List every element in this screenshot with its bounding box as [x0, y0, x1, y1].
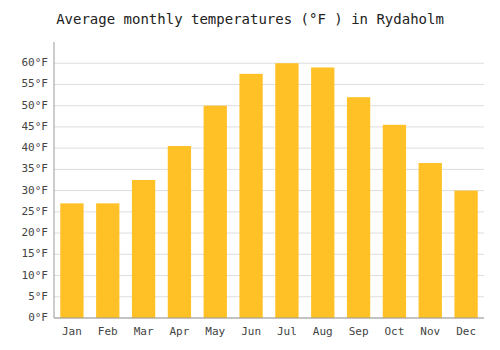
bar — [239, 74, 262, 318]
x-tick-label: Nov — [420, 325, 440, 338]
y-tick-label: 35°F — [22, 162, 49, 175]
x-tick-label: Feb — [98, 325, 118, 338]
chart-container: Average monthly temperatures (°F ) in Ry… — [0, 0, 500, 350]
x-tick-label: Jun — [241, 325, 261, 338]
bar — [168, 146, 191, 318]
bar — [383, 125, 406, 318]
bar — [419, 163, 442, 318]
x-tick-label: Jul — [277, 325, 297, 338]
grid-line — [54, 126, 484, 127]
x-tick-label: Sep — [349, 325, 369, 338]
x-tick-label: Dec — [456, 325, 476, 338]
chart-title: Average monthly temperatures (°F ) in Ry… — [56, 11, 444, 27]
bar — [96, 203, 119, 318]
x-tick-label: Oct — [384, 325, 404, 338]
y-tick-label: 30°F — [22, 184, 49, 197]
x-tick-label: Jan — [62, 325, 82, 338]
y-tick-label: 60°F — [22, 56, 49, 69]
y-tick-label: 0°F — [28, 311, 48, 324]
bar — [204, 106, 227, 318]
x-tick-label: May — [205, 325, 225, 338]
grid-line — [54, 84, 484, 85]
bar — [347, 97, 370, 318]
bar — [60, 203, 83, 318]
bar — [132, 180, 155, 318]
x-axis-line — [54, 318, 484, 319]
y-tick-label: 55°F — [22, 77, 49, 90]
y-tick-label: 50°F — [22, 99, 49, 112]
bars — [60, 63, 477, 318]
chart-svg: Average monthly temperatures (°F ) in Ry… — [0, 0, 500, 350]
y-tick-label: 25°F — [22, 205, 49, 218]
grid-line — [54, 105, 484, 106]
grid-line — [54, 148, 484, 149]
y-tick-label: 45°F — [22, 120, 49, 133]
y-tick-label: 15°F — [22, 247, 49, 260]
x-tick-label: Apr — [169, 325, 189, 338]
bar — [311, 67, 334, 318]
grid-line — [54, 318, 484, 319]
y-tick-label: 5°F — [28, 290, 48, 303]
x-tick-label: Mar — [134, 325, 154, 338]
bar — [275, 63, 298, 318]
bar — [454, 191, 477, 318]
y-axis-line — [54, 42, 55, 318]
y-tick-labels: 0°F 5°F 10°F 15°F 20°F 25°F 30°F 35°F 40°F 45°F 50… — [22, 56, 49, 324]
x-tick-label: Aug — [313, 325, 333, 338]
y-tick-label: 10°F — [22, 269, 49, 282]
y-tick-label: 20°F — [22, 226, 49, 239]
grid-line — [54, 63, 484, 64]
y-tick-label: 40°F — [22, 141, 49, 154]
y-grid — [54, 63, 484, 318]
x-tick-labels: Jan Feb Mar Apr May Jun Jul Aug Sep Oct Nov Dec — [62, 325, 476, 338]
